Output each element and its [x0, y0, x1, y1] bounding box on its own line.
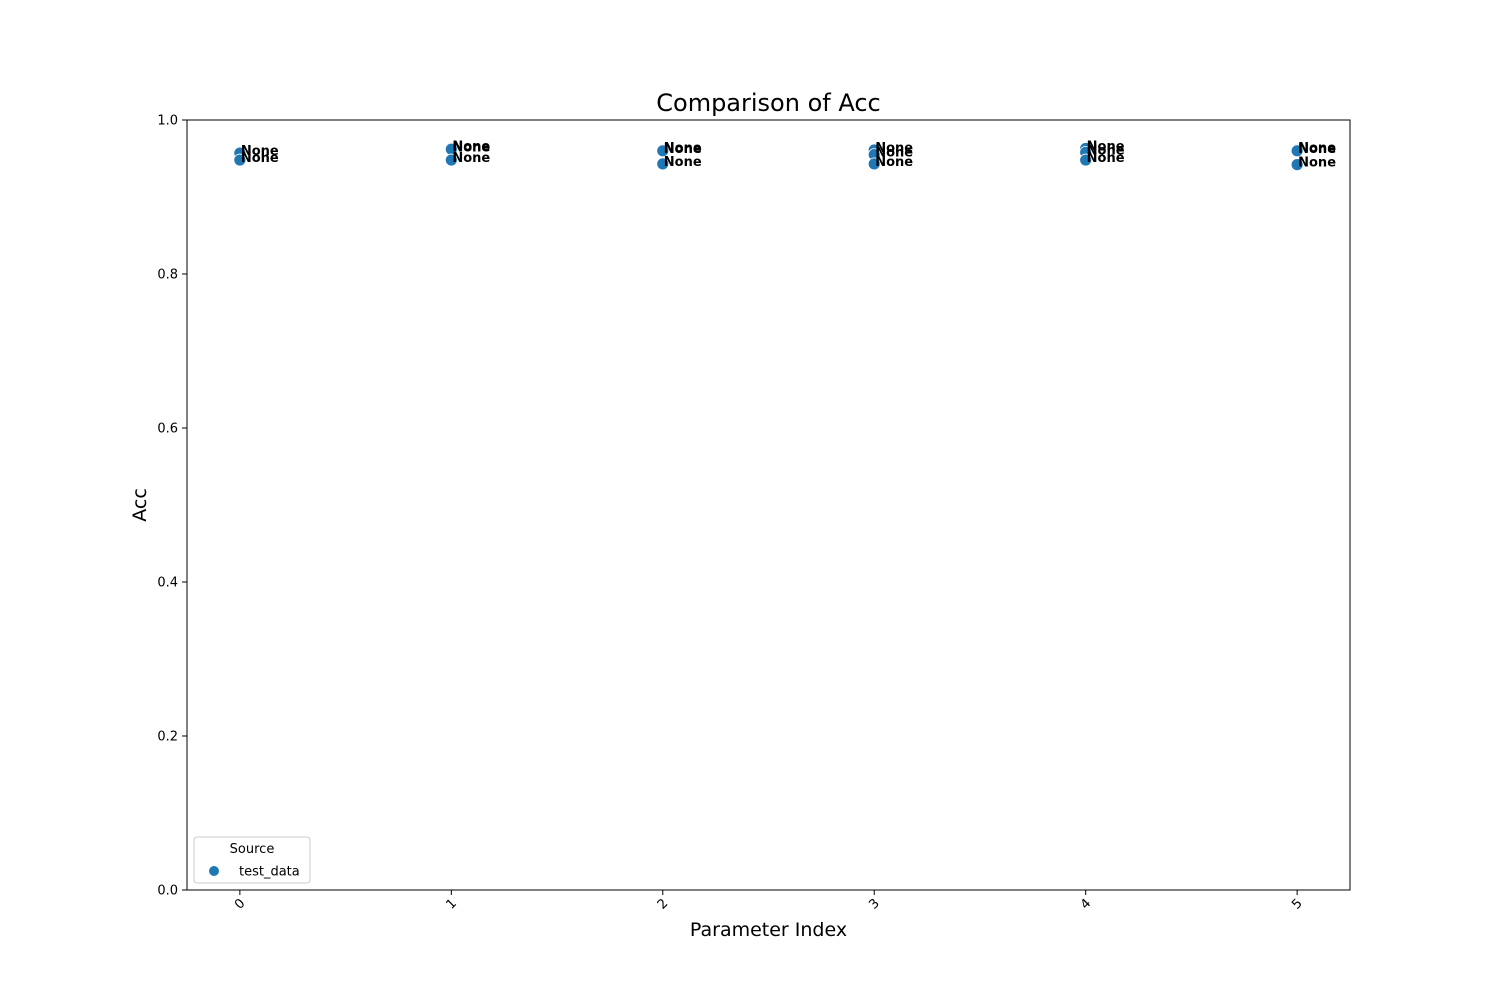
legend-box	[193, 836, 311, 884]
point-label: None	[664, 155, 702, 170]
scatter-point	[444, 153, 458, 167]
x-tick-label: 1	[443, 896, 459, 912]
legend-entries: test_data	[209, 865, 300, 880]
x-tick-label: 2	[655, 896, 671, 912]
x-tick-label: 5	[1289, 896, 1305, 912]
scatter-point	[1079, 153, 1093, 167]
point-label: None	[1087, 139, 1125, 154]
scatter-point	[656, 157, 670, 171]
point-label: None	[664, 142, 702, 157]
point-label: None	[875, 146, 913, 161]
legend-label: test_data	[239, 865, 300, 880]
point-label: None	[452, 139, 490, 154]
plot-area	[186, 119, 1351, 891]
scatter-point	[867, 157, 881, 171]
data-points	[233, 142, 1304, 172]
y-axis-title: Acc	[129, 488, 151, 522]
plot-frame	[186, 119, 1351, 891]
x-axis: 0 1 2 3 4 5	[232, 890, 1306, 913]
data-labels: NoneNoneNoneNoneNoneNoneNoneNoneNoneNone…	[241, 139, 1336, 170]
x-tick-label: 4	[1078, 896, 1094, 912]
point-label: None	[1298, 156, 1336, 171]
y-tick-label: 0.6	[157, 422, 178, 437]
x-tick-label: 3	[866, 896, 882, 912]
scatter-point	[1290, 144, 1304, 158]
point-label: None	[452, 140, 490, 155]
y-axis: 0.0 0.2 0.4 0.6 0.8 1.0	[157, 114, 187, 899]
chart-title: Comparison of Acc	[656, 89, 880, 117]
point-label: None	[1298, 141, 1336, 156]
point-label: None	[1298, 142, 1336, 157]
scatter-point	[1290, 158, 1304, 172]
scatter-point	[656, 144, 670, 158]
y-tick-label: 0.4	[157, 576, 178, 591]
scatter-point	[233, 153, 247, 167]
point-label: None	[664, 141, 702, 156]
legend-title: Source	[230, 842, 275, 857]
point-label: None	[875, 155, 913, 170]
y-tick-label: 0.0	[157, 884, 178, 899]
point-label: None	[241, 151, 279, 166]
y-tick-label: 0.2	[157, 730, 178, 745]
x-axis-title: Parameter Index	[690, 919, 847, 941]
point-label: None	[452, 151, 490, 166]
y-tick-label: 0.8	[157, 268, 178, 283]
point-label: None	[1087, 151, 1125, 166]
point-label: None	[875, 141, 913, 156]
y-tick-label: 1.0	[157, 114, 178, 129]
point-label: None	[1087, 143, 1125, 158]
point-label: None	[241, 144, 279, 159]
x-tick-label: 0	[232, 896, 248, 912]
legend-marker	[209, 866, 219, 876]
legend: Source test_data	[193, 836, 311, 884]
